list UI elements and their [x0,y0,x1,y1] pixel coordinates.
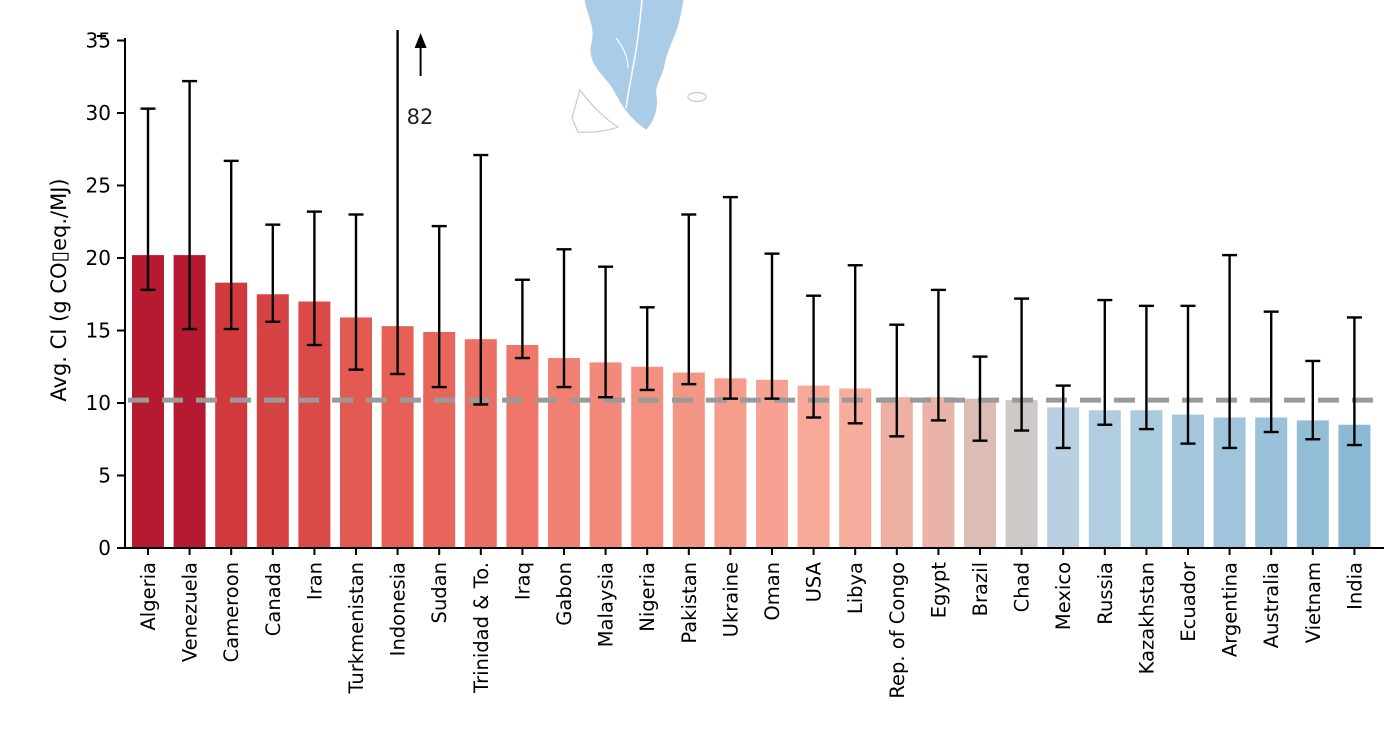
bar-Egypt [922,397,955,548]
x-label-vietnam: Vietnam [1302,562,1325,643]
x-label-turkmenistan: Turkmenistan [345,562,368,695]
x-label-iraq: Iraq [511,562,534,600]
x-label-brazil: Brazil [969,562,992,616]
x-label-usa: USA [803,561,826,602]
y-tick-label: 25 [86,174,111,198]
offscale-value-label: 82 [407,105,434,129]
x-label-argentina: Argentina [1219,562,1242,657]
x-label-canada: Canada [262,562,285,636]
y-tick-label: 15 [86,319,111,343]
x-label-libya: Libya [844,562,867,614]
x-label-russia: Russia [1094,562,1117,625]
y-tick-label: 35 [86,29,111,53]
y-tick-label: 10 [86,391,111,415]
x-label-venezuela: Venezuela [179,562,202,662]
map-fragment [571,0,707,133]
x-label-cameroon: Cameroon [220,562,243,662]
x-label-oman: Oman [761,562,784,621]
x-label-rep-of-congo: Rep. of Congo [886,562,909,699]
map-border-line-2 [615,37,629,69]
map-border-line [625,0,643,109]
bar-Iraq [506,345,539,548]
bar-Kazakhstan [1130,410,1163,548]
bar-Australia [1255,417,1288,548]
x-label-pakistan: Pakistan [678,562,701,644]
bar-Ukraine [714,378,747,548]
bar-Canada [256,294,289,548]
bar-Nigeria [631,366,664,548]
x-label-sudan: Sudan [428,562,451,623]
bar-Oman [756,379,788,548]
y-tick-label: 20 [86,246,111,270]
x-label-algeria: Algeria [137,562,160,631]
x-label-indonesia: Indonesia [387,562,410,656]
y-tick-label: 30 [86,101,111,125]
x-label-ecuador: Ecuador [1177,561,1200,642]
x-label-ukraine: Ukraine [719,562,742,637]
y-tick-label: 5 [98,464,111,488]
bar-Vietnam [1296,420,1329,548]
x-label-india: India [1343,562,1366,610]
x-label-chad: Chad [1011,562,1034,612]
y-tick-label: 0 [98,536,111,560]
bar-Gabon [548,358,580,548]
x-label-nigeria: Nigeria [636,562,659,632]
x-label-australia: Australia [1260,562,1283,648]
map-white-landmass [571,88,620,133]
x-label-mexico: Mexico [1052,562,1075,630]
offscale-arrow-head [414,33,427,48]
x-label-iran: Iran [303,562,326,600]
x-label-kazakhstan: Kazakhstan [1135,562,1158,674]
x-label-malaysia: Malaysia [595,562,618,647]
x-label-egypt: Egypt [927,562,950,619]
map-island-outline [687,91,707,103]
x-label-gabon: Gabon [553,562,576,626]
bar-Russia [1088,410,1121,548]
x-label-trinidad-to-: Trinidad & To. [470,562,493,694]
